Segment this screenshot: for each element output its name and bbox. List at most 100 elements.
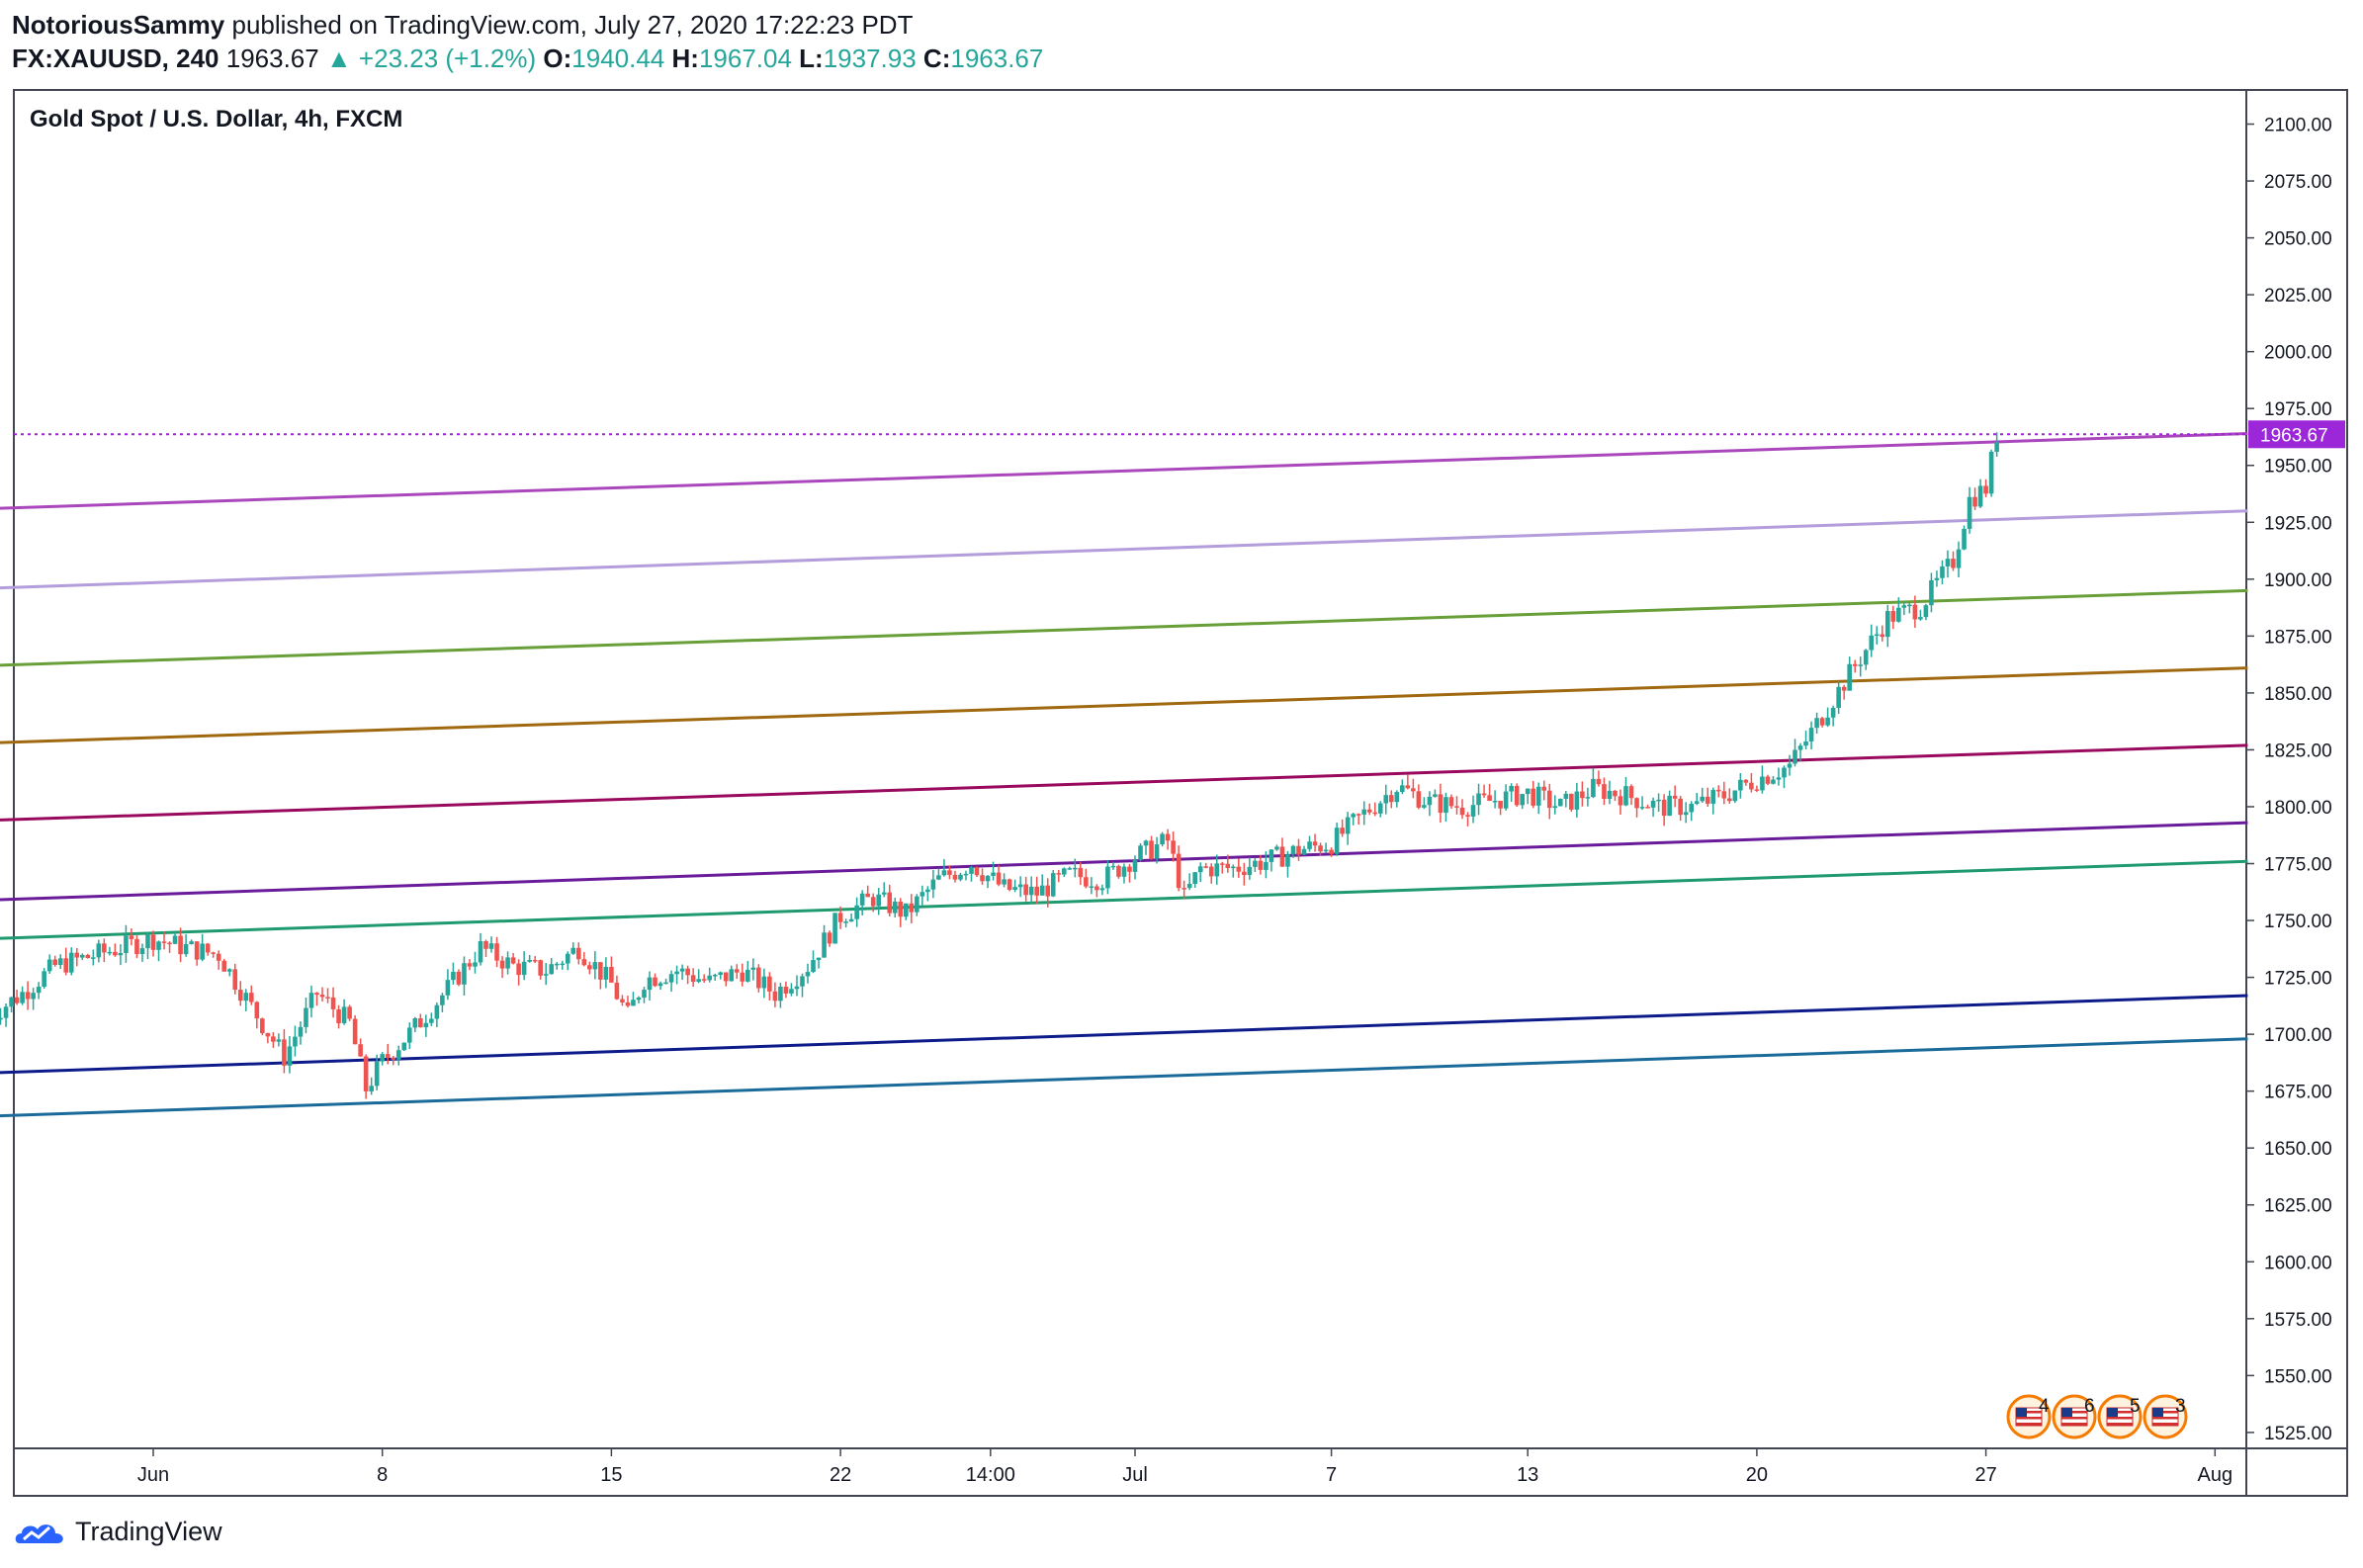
us-flag-icon[interactable]: 4: [2006, 1394, 2052, 1439]
candle: [516, 959, 521, 986]
candle: [1972, 487, 1977, 510]
candle: [592, 951, 598, 980]
brand-name[interactable]: TradingView: [75, 1517, 222, 1546]
candle: [1771, 775, 1776, 785]
y-tick-label: 1825.00: [2264, 740, 2332, 761]
candle-body: [1274, 846, 1279, 850]
candle-body: [1067, 868, 1073, 870]
candle-body: [221, 960, 227, 972]
candle-body: [1596, 778, 1602, 785]
channel-line-6[interactable]: [0, 821, 2248, 902]
candle: [1312, 833, 1318, 852]
candle: [118, 944, 124, 966]
candle-body: [915, 896, 919, 913]
candle-body: [363, 1056, 369, 1091]
candle: [68, 947, 74, 976]
channel-line-5[interactable]: [0, 743, 2248, 822]
candle: [488, 936, 494, 953]
x-tick-label: 22: [830, 1464, 851, 1486]
candle-body: [1017, 884, 1023, 888]
candle: [308, 985, 314, 1018]
candle-body: [1448, 797, 1454, 807]
candle-body: [1558, 798, 1563, 807]
candle: [701, 974, 707, 983]
channel-line-9[interactable]: [0, 1037, 2248, 1118]
symbol-label[interactable]: FX:XAUUSD, 240: [12, 44, 219, 73]
author-name[interactable]: NotoriousSammy: [12, 10, 225, 40]
candle: [827, 930, 832, 947]
candle-body: [1061, 868, 1067, 875]
candle-body: [1012, 887, 1017, 890]
candle: [1171, 831, 1176, 862]
event-count: 6: [2084, 1396, 2095, 1417]
candle-body: [226, 969, 232, 972]
candle: [1214, 854, 1220, 885]
candle: [745, 961, 750, 983]
candle: [1253, 857, 1258, 873]
candle-body: [1531, 788, 1536, 806]
candle-body: [581, 959, 587, 966]
event-count: 5: [2130, 1396, 2141, 1417]
candle-body: [729, 969, 735, 982]
us-flag-icon[interactable]: 6: [2052, 1394, 2097, 1439]
time-axis[interactable]: Jun 8 15 22 14:00 Jul 7 13 20 27 Aug: [137, 1448, 2232, 1486]
candle: [1340, 819, 1345, 837]
channel-line-1[interactable]: [0, 432, 2248, 510]
candle: [325, 988, 330, 1003]
y-tick-label: 1975.00: [2264, 399, 2332, 420]
candle: [1400, 779, 1405, 795]
channel-line-7[interactable]: [0, 859, 2248, 940]
us-flag-icon[interactable]: 5: [2097, 1394, 2143, 1439]
candle-body: [1977, 485, 1983, 507]
candle: [598, 962, 603, 990]
candle: [1803, 731, 1808, 750]
candle: [237, 981, 243, 1006]
candle: [124, 924, 129, 963]
channel-line-3[interactable]: [0, 588, 2248, 667]
candle-body: [904, 903, 909, 917]
candle-body: [1880, 634, 1885, 638]
candle: [1383, 784, 1389, 815]
candle-body: [1580, 791, 1585, 799]
candle-body: [832, 913, 837, 944]
candle-body: [647, 977, 653, 991]
candle-body: [1776, 777, 1782, 780]
y-tick-label: 1900.00: [2264, 570, 2332, 591]
us-flag-icon[interactable]: 3: [2143, 1394, 2188, 1439]
candle-body: [1476, 793, 1481, 806]
candle: [1149, 835, 1154, 860]
candle-body: [156, 941, 161, 950]
channel-line-4[interactable]: [0, 666, 2248, 744]
channel-line-2[interactable]: [0, 509, 2248, 590]
candle: [36, 982, 42, 1000]
candle: [532, 956, 538, 964]
candle-body: [1956, 549, 1962, 568]
candle: [1552, 795, 1558, 815]
price-axis[interactable]: 2100.00 2075.00 2050.00 2025.00 2000.00 1975.…: [2246, 116, 2332, 1444]
candle: [1405, 774, 1411, 790]
candle: [647, 971, 653, 1001]
candle: [1208, 863, 1214, 884]
candle: [9, 996, 14, 1012]
close-value: 1963.67: [950, 44, 1044, 73]
candle-body: [1242, 871, 1247, 876]
candle-body: [293, 1036, 298, 1047]
candle-body: [124, 935, 129, 953]
candle-body: [1727, 798, 1732, 802]
candle-body: [102, 943, 107, 953]
candle-body: [211, 952, 216, 954]
economic-events[interactable]: 4 6 5 3: [2006, 1394, 2188, 1439]
candle-body: [1427, 796, 1433, 806]
candle-body: [445, 980, 451, 996]
candle: [1782, 765, 1787, 789]
candle: [189, 939, 194, 945]
candle: [1197, 862, 1203, 883]
tradingview-cloud-icon[interactable]: [14, 1518, 67, 1547]
candle: [783, 981, 789, 999]
channel-line-8[interactable]: [0, 994, 2248, 1075]
candle: [1962, 525, 1967, 551]
candle: [1012, 879, 1017, 893]
candle-body: [991, 872, 996, 876]
candle-body: [1732, 790, 1738, 802]
